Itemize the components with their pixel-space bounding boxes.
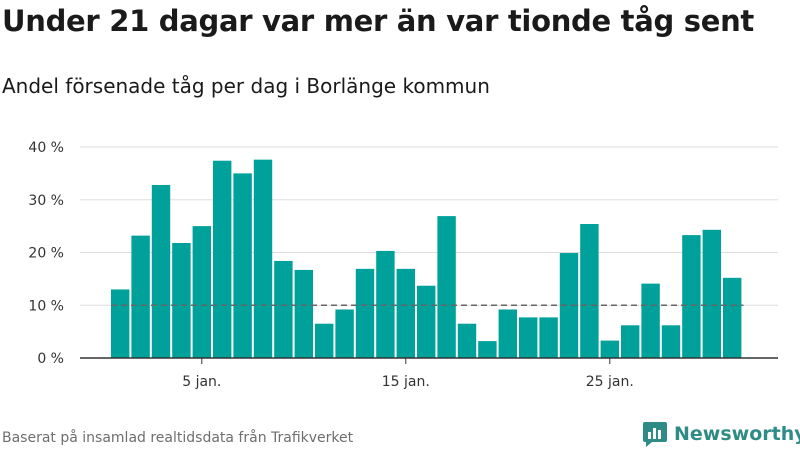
bar	[621, 325, 640, 358]
bar	[498, 309, 517, 358]
bar	[274, 260, 293, 358]
bar	[600, 340, 619, 358]
bar	[478, 341, 497, 358]
bar	[355, 268, 375, 358]
bar	[192, 226, 211, 358]
bar	[111, 289, 130, 358]
bar	[396, 268, 415, 358]
brand: Newsworthy	[642, 420, 800, 448]
y-tick-label: 20 %	[28, 246, 64, 262]
bar	[723, 277, 742, 358]
bar	[151, 184, 171, 358]
bar	[457, 323, 477, 358]
bar	[559, 253, 579, 358]
source-note: Baserat på insamlad realtidsdata från Tr…	[2, 430, 354, 446]
chart-subtitle: Andel försenade tåg per dag i Borlänge k…	[2, 74, 490, 98]
bar	[233, 173, 252, 358]
y-tick-label: 40 %	[28, 140, 64, 156]
bar	[702, 229, 721, 358]
bar	[580, 224, 599, 358]
bar	[172, 243, 191, 358]
y-tick-label: 10 %	[28, 298, 64, 314]
x-tick-label: 5 jan.	[182, 374, 221, 390]
bar	[437, 216, 456, 358]
chart-title: Under 21 dagar var mer än var tionde tåg…	[2, 4, 754, 38]
bar-chart: 0 % 10 % 20 % 30 % 40 % 5 jan. 15 jan. 25 jan.	[28, 140, 778, 390]
bar	[335, 309, 354, 358]
bar	[539, 317, 558, 358]
x-tick-label: 25 jan.	[586, 374, 634, 390]
brand-name: Newsworthy	[674, 423, 800, 445]
bar	[376, 250, 395, 358]
bar	[253, 159, 273, 358]
bar	[315, 323, 334, 358]
bar	[661, 325, 681, 358]
y-tick-label: 30 %	[28, 193, 64, 209]
bar	[682, 235, 701, 358]
bar	[294, 269, 313, 358]
x-tick-label: 15 jan.	[382, 374, 430, 390]
bar	[641, 283, 660, 358]
bar	[519, 317, 538, 358]
y-tick-label: 0 %	[37, 351, 64, 367]
newsworthy-logo-icon	[643, 422, 667, 447]
bar	[417, 285, 436, 358]
bar	[131, 235, 150, 358]
bar	[213, 160, 232, 358]
